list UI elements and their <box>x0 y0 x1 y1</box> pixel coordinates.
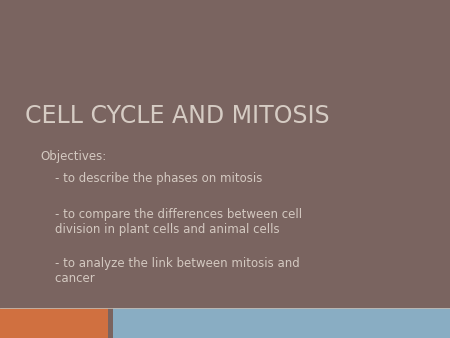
Bar <box>0 308 108 338</box>
Text: Objectives:: Objectives: <box>40 150 107 163</box>
Text: CELL CYCLE AND MITOSIS: CELL CYCLE AND MITOSIS <box>25 104 329 128</box>
Bar <box>112 308 450 338</box>
Text: - to compare the differences between cell
    division in plant cells and animal: - to compare the differences between cel… <box>40 208 302 236</box>
Text: - to describe the phases on mitosis: - to describe the phases on mitosis <box>40 172 263 185</box>
Text: - to analyze the link between mitosis and
    cancer: - to analyze the link between mitosis an… <box>40 257 300 285</box>
